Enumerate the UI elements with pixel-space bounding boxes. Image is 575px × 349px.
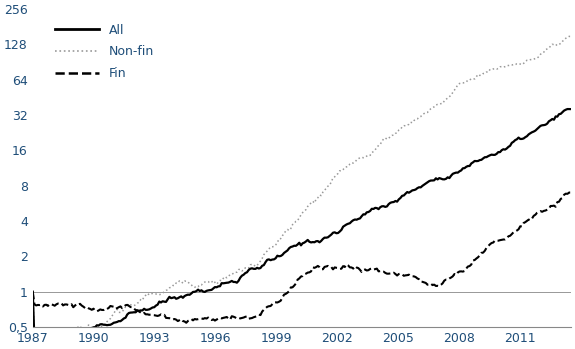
Legend: All, Non-fin, Fin: All, Non-fin, Fin xyxy=(50,18,159,85)
